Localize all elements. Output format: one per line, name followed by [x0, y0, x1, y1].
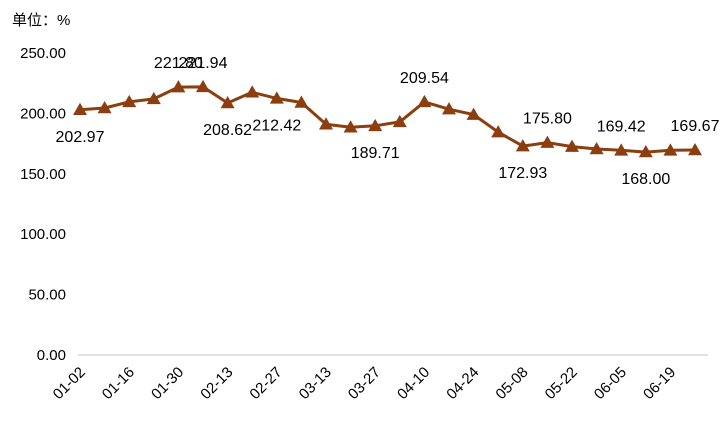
- data-point-marker: [146, 91, 161, 105]
- x-tick-label: 03-13: [296, 364, 335, 403]
- data-point-marker: [73, 102, 87, 116]
- y-tick-label: 200.00: [20, 105, 66, 122]
- data-point-marker: [368, 118, 383, 132]
- data-point-marker: [442, 102, 456, 115]
- data-point-marker: [417, 94, 432, 108]
- y-tick-label: 100.00: [20, 226, 66, 243]
- data-point-marker: [269, 91, 284, 104]
- x-axis-ticks: 01-02 01-16 01-30 02-13 02-27 03-13 03-27 04-10…: [50, 364, 680, 403]
- data-label: 212.42: [252, 117, 301, 134]
- x-tick-label: 01-16: [99, 364, 138, 403]
- data-point-marker: [688, 143, 702, 156]
- data-point-marker: [122, 94, 137, 108]
- data-point-marker: [638, 145, 653, 158]
- data-label: 169.42: [597, 118, 646, 135]
- data-point-marker: [245, 85, 260, 98]
- x-tick-label: 04-10: [394, 364, 433, 403]
- data-point-marker: [171, 80, 186, 93]
- x-tick-label: 06-19: [640, 364, 679, 403]
- data-label: 209.54: [400, 70, 449, 87]
- series-line: [79, 85, 696, 154]
- data-point-marker: [565, 139, 579, 152]
- data-point-marker: [196, 79, 210, 93]
- data-label: 175.80: [523, 111, 572, 128]
- x-tick-label: 03-27: [345, 364, 384, 403]
- data-point-marker: [294, 95, 309, 108]
- data-label: 172.93: [498, 165, 547, 182]
- data-point-marker: [491, 125, 506, 138]
- x-tick-label: 01-30: [148, 364, 187, 403]
- y-tick-label: 0.00: [37, 347, 66, 364]
- series-markers: [73, 79, 702, 158]
- data-label: 189.71: [351, 145, 400, 162]
- data-label: 202.97: [56, 129, 105, 146]
- data-point-marker: [515, 139, 530, 152]
- data-point-marker: [614, 143, 629, 156]
- x-tick-label: 02-13: [197, 364, 236, 403]
- data-point-marker: [220, 95, 235, 109]
- data-point-marker: [392, 114, 407, 128]
- y-axis-ticks: 0.00 50.00 100.00 150.00 200.00 250.00: [20, 45, 66, 364]
- x-tick-label: 02-27: [246, 364, 285, 403]
- data-point-marker: [466, 107, 481, 120]
- data-point-marker: [319, 117, 333, 130]
- x-tick-label: 04-24: [443, 364, 482, 403]
- data-point-marker: [343, 120, 358, 133]
- unit-label: 单位：%: [12, 12, 71, 29]
- data-point-marker: [97, 100, 112, 114]
- data-point-marker: [663, 143, 678, 156]
- data-point-marker: [589, 142, 604, 155]
- data-label: 169.67: [671, 118, 720, 135]
- data-label: 221.80: [154, 55, 203, 72]
- y-tick-label: 250.00: [20, 45, 66, 62]
- data-label: 208.62: [203, 122, 252, 139]
- data-label: 168.00: [621, 171, 670, 188]
- data-point-marker: [540, 135, 555, 148]
- x-tick-label: 05-08: [492, 364, 531, 403]
- x-tick-label: 05-22: [542, 364, 581, 403]
- x-tick-label: 01-02: [50, 364, 89, 403]
- y-tick-label: 150.00: [20, 166, 66, 183]
- y-tick-label: 50.00: [28, 287, 66, 304]
- data-label: 221.94: [179, 55, 228, 72]
- x-tick-label: 06-05: [591, 364, 630, 403]
